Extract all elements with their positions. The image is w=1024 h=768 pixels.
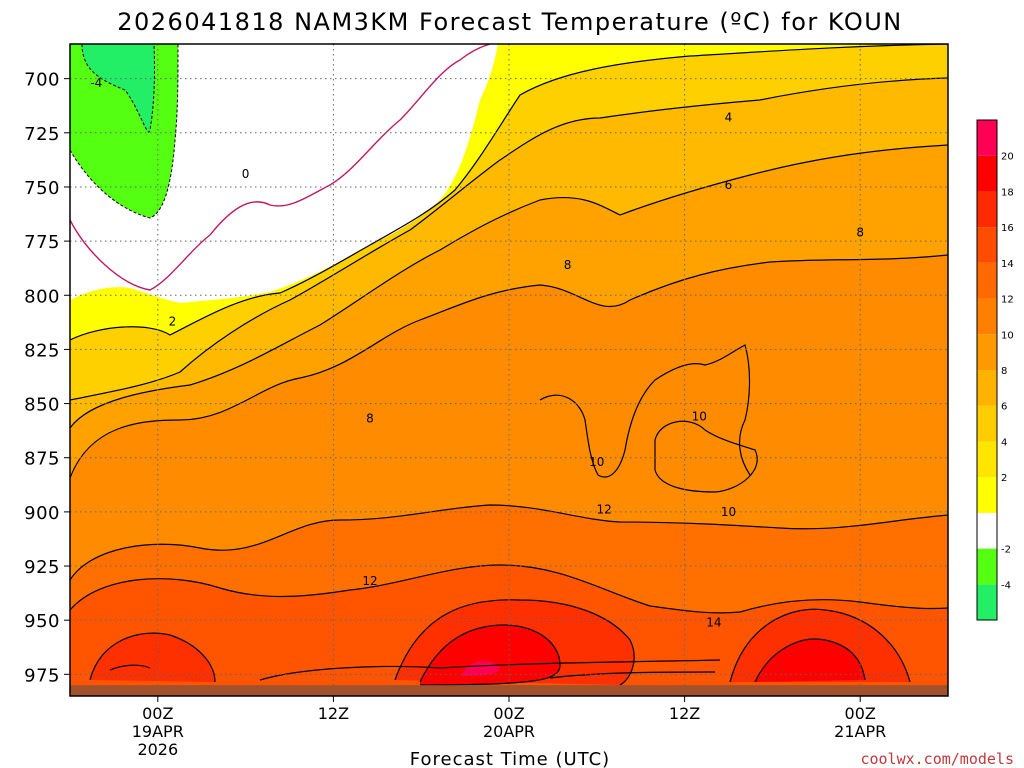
x-axis-label: Forecast Time (UTC) bbox=[410, 749, 610, 768]
contour-label: 8 bbox=[564, 258, 572, 272]
colorbar-swatch bbox=[977, 405, 997, 442]
contour-label-text: -4 bbox=[90, 76, 102, 90]
colorbar-label: 2 bbox=[1001, 473, 1007, 484]
plot-area bbox=[70, 44, 948, 696]
contour-label-text: 8 bbox=[856, 225, 864, 239]
band-16-18 bbox=[90, 633, 215, 682]
x-tick-label: 20APR bbox=[483, 722, 535, 741]
contour-label: 8 bbox=[366, 412, 374, 426]
colorbar-swatch bbox=[977, 548, 997, 585]
contour-label-text: 14 bbox=[706, 615, 721, 629]
credit-text: coolwx.com/models bbox=[860, 750, 1014, 768]
contour-label-text: 8 bbox=[564, 258, 572, 272]
contour-label-text: 4 bbox=[725, 111, 733, 125]
colorbar-swatch bbox=[977, 191, 997, 228]
colorbar-swatch bbox=[977, 227, 997, 263]
y-tick-label: 700 bbox=[24, 70, 60, 91]
y-tick-label: 950 bbox=[24, 611, 60, 632]
y-tick-label: 925 bbox=[24, 557, 60, 578]
y-tick-label: 775 bbox=[24, 232, 60, 253]
chart-title: 2026041818 NAM3KM Forecast Temperature (… bbox=[117, 8, 902, 36]
colorbar-label: 14 bbox=[1001, 259, 1014, 270]
contour-label: 12 bbox=[362, 574, 377, 588]
colorbar-label: 6 bbox=[1001, 402, 1007, 413]
colorbar-label: -4 bbox=[1001, 580, 1011, 591]
contour-label-text: 8 bbox=[366, 412, 374, 426]
contour-label: 10 bbox=[589, 455, 604, 469]
colorbar-label: -2 bbox=[1001, 545, 1011, 556]
colorbar-swatch bbox=[977, 441, 997, 478]
colorbar-swatch bbox=[977, 477, 997, 513]
contour-label-text: 12 bbox=[362, 574, 377, 588]
contour-labels: -4 0 2 4 6 8 8 8 10 10 10 12 12 14 bbox=[90, 76, 864, 629]
x-tick-label: 12Z bbox=[318, 704, 349, 723]
band-18-20 bbox=[420, 625, 560, 685]
y-tick-label: 975 bbox=[24, 665, 60, 686]
colorbar-label: 18 bbox=[1001, 187, 1014, 198]
colorbar: -4 -2 2 4 6 8 10 12 14 16 18 20 bbox=[976, 119, 1014, 621]
contour-label: 0 bbox=[242, 167, 250, 181]
colorbar-label: 12 bbox=[1001, 295, 1014, 306]
y-tick-label: 725 bbox=[24, 124, 60, 145]
colorbar-swatch bbox=[977, 155, 997, 192]
colorbar-swatch bbox=[977, 370, 997, 406]
grid-lines bbox=[70, 44, 948, 696]
contour-label-text: 10 bbox=[692, 410, 707, 424]
x-tick-label: 00Z bbox=[845, 704, 876, 723]
y-tick-label: 875 bbox=[24, 449, 60, 470]
contour-label-text: 10 bbox=[589, 455, 604, 469]
colorbar-swatch bbox=[977, 120, 997, 156]
y-axis: 700 725 750 775 800 825 850 875 900 925 950 975 bbox=[24, 70, 70, 686]
contour-label: 10 bbox=[721, 505, 736, 519]
colorbar-label: 20 bbox=[1001, 152, 1014, 163]
colorbar-swatch bbox=[977, 298, 997, 335]
x-tick-label: 2026 bbox=[137, 740, 178, 759]
contour-label-text: 10 bbox=[721, 505, 736, 519]
colorbar-swatch bbox=[977, 334, 997, 370]
colorbar-swatch bbox=[977, 584, 997, 620]
contour-label-text: 12 bbox=[596, 503, 611, 517]
contour-label: -4 bbox=[90, 76, 102, 90]
x-tick-label: 19APR bbox=[132, 722, 184, 741]
ground-terrain bbox=[70, 685, 948, 696]
contour-label: 6 bbox=[725, 178, 733, 192]
contour-label: 12 bbox=[596, 503, 611, 517]
y-tick-label: 825 bbox=[24, 340, 60, 361]
contour-label: 14 bbox=[706, 615, 721, 629]
colorbar-swatch bbox=[977, 262, 997, 299]
contour-label: 8 bbox=[856, 225, 864, 239]
colorbar-label: 16 bbox=[1001, 223, 1014, 234]
colorbar-swatch bbox=[977, 512, 997, 549]
band-m6-m4 bbox=[82, 44, 155, 132]
x-tick-label: 00Z bbox=[493, 704, 524, 723]
x-tick-label: 12Z bbox=[669, 704, 700, 723]
contour-label: 4 bbox=[725, 111, 733, 125]
y-tick-label: 900 bbox=[24, 503, 60, 524]
contour-label: 2 bbox=[169, 314, 177, 328]
colorbar-label: 10 bbox=[1001, 330, 1014, 341]
y-tick-label: 750 bbox=[24, 178, 60, 199]
contour-label-text: 0 bbox=[242, 167, 250, 181]
colorbar-label: 4 bbox=[1001, 437, 1007, 448]
y-tick-label: 800 bbox=[24, 286, 60, 307]
colorbar-frame bbox=[976, 119, 998, 621]
contour-lines bbox=[70, 44, 948, 686]
contour-label: 10 bbox=[692, 410, 707, 424]
y-tick-label: 850 bbox=[24, 395, 60, 416]
colorbar-label: 8 bbox=[1001, 366, 1007, 377]
contour-label-text: 6 bbox=[725, 178, 733, 192]
band-20-22 bbox=[462, 661, 500, 676]
contour-label-text: 2 bbox=[169, 314, 177, 328]
x-tick-label: 00Z bbox=[142, 704, 173, 723]
x-tick-label: 21APR bbox=[834, 722, 886, 741]
